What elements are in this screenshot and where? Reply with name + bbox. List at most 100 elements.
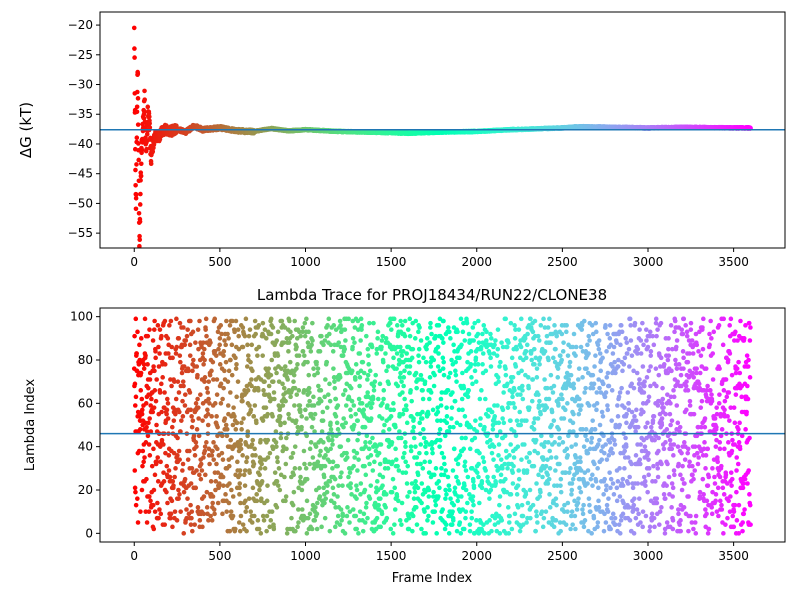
data-point [144,476,149,482]
data-point [262,466,268,471]
data-point [317,494,323,499]
data-point [298,333,304,339]
data-point [312,518,318,523]
data-point [274,444,279,449]
data-point [363,505,369,510]
data-point [134,192,139,197]
data-point [160,375,165,380]
data-point [302,353,307,358]
y-tick-label: −45 [68,167,93,181]
data-point [274,505,280,510]
data-point [242,333,248,339]
data-point [203,327,208,332]
data-point [195,396,200,402]
data-point [137,342,142,348]
data-point [159,381,164,387]
delta-g-panel: 0 500 1000 1500 2000 2500 3000 3500 −55−50−45−4… [17,11,786,269]
data-point [264,513,270,519]
data-point [317,453,323,458]
data-point [221,385,226,391]
data-point [189,414,194,419]
data-point [229,342,235,348]
data-point [315,459,321,465]
data-point [306,329,311,335]
data-point [187,353,193,358]
data-point [210,494,216,499]
data-point [255,353,260,358]
data-point [248,359,253,365]
data-point [265,455,271,460]
data-point [287,318,292,324]
data-point [303,466,309,471]
data-point [292,466,298,471]
data-point [187,448,192,454]
data-point [241,416,246,421]
data-point [327,479,333,484]
data-point [285,377,290,382]
data-point [223,492,228,497]
data-point [336,340,342,345]
data-point [194,468,199,473]
data-point [142,97,147,102]
data-point [146,420,151,426]
data-point [204,385,210,391]
data-point [271,390,277,395]
data-point [275,459,280,465]
data-point [147,114,152,120]
data-point [225,331,230,337]
data-point [151,364,156,369]
data-point [277,487,283,493]
data-point [253,453,258,458]
data-point [296,520,301,525]
data-point [226,336,231,341]
lambda-trace-title: Lambda Trace for PROJ18434/RUN22/CLONE38 [257,286,607,304]
data-point [338,323,343,328]
data-point [351,463,356,469]
data-point [193,485,199,491]
data-point [339,518,344,523]
data-point [298,474,303,480]
data-point [176,409,182,415]
delta-g-y-axis-label: ΔG (kT) [17,102,35,158]
data-point [327,381,332,387]
data-point [283,498,288,504]
data-point [254,498,260,504]
data-point [135,96,141,101]
data-point [327,528,333,534]
data-point [315,366,321,371]
data-point [236,520,242,525]
data-point [164,411,169,417]
data-point [351,403,357,408]
data-point [265,411,270,417]
data-point [192,453,198,458]
data-point [256,323,262,328]
data-point [306,385,312,391]
data-point [179,370,185,376]
data-point [150,149,156,154]
data-point [184,507,189,512]
data-point [224,509,230,514]
data-point [142,109,147,115]
data-point [350,344,355,350]
data-point [340,513,346,519]
data-point [318,388,324,393]
data-point [309,342,314,348]
data-point [303,407,308,413]
data-point [344,513,350,519]
data-point [162,362,168,367]
data-point [275,353,281,358]
data-point [209,453,215,458]
data-point [270,414,275,419]
data-point [232,414,237,419]
data-point [166,453,172,458]
data-point [151,405,157,410]
data-point [167,474,173,480]
data-point [319,333,324,339]
data-point [169,344,175,350]
data-point [152,509,158,514]
data-point [282,474,287,480]
data-point [134,351,139,356]
data-point [200,351,206,356]
data-point [258,466,263,471]
